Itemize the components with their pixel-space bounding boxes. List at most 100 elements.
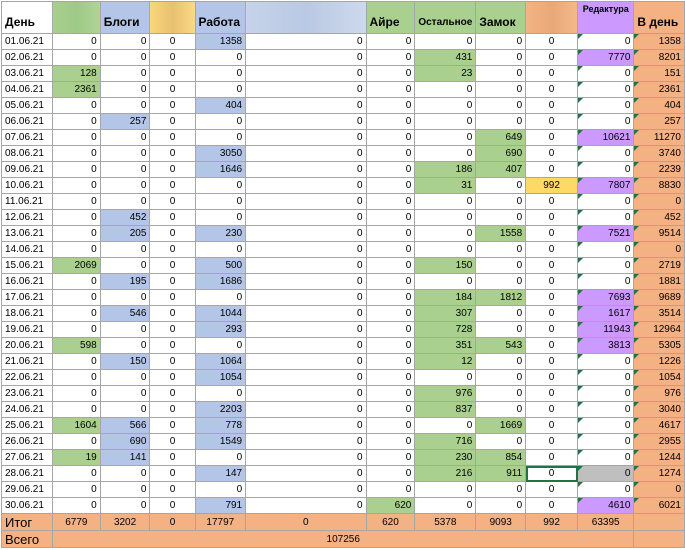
- value-cell[interactable]: 0: [52, 289, 101, 306]
- date-cell[interactable]: 28.06.21: [0, 465, 54, 482]
- date-cell[interactable]: 24.06.21: [0, 401, 54, 418]
- value-cell[interactable]: 0: [52, 49, 101, 66]
- value-cell[interactable]: 0: [52, 161, 101, 178]
- value-cell[interactable]: 0: [365, 65, 416, 82]
- value-cell[interactable]: 0: [365, 465, 416, 482]
- value-cell[interactable]: 0: [194, 129, 247, 146]
- value-cell[interactable]: 0: [245, 321, 367, 338]
- value-cell[interactable]: 0: [245, 273, 367, 290]
- date-cell[interactable]: 22.06.21: [0, 369, 54, 386]
- value-cell[interactable]: 11270: [633, 129, 685, 146]
- value-cell[interactable]: 0: [52, 97, 101, 114]
- value-cell[interactable]: 0: [52, 113, 101, 130]
- value-cell[interactable]: 3740: [633, 145, 685, 162]
- value-cell[interactable]: 0: [475, 273, 527, 290]
- value-cell[interactable]: 0: [52, 225, 101, 242]
- total-cell[interactable]: 17797: [194, 513, 247, 531]
- value-cell[interactable]: 2361: [633, 81, 685, 98]
- value-cell[interactable]: 0: [245, 257, 367, 274]
- value-cell[interactable]: 0: [365, 129, 416, 146]
- value-cell[interactable]: 3514: [633, 305, 685, 322]
- value-cell[interactable]: 0: [365, 433, 416, 450]
- value-cell[interactable]: 690: [475, 145, 527, 162]
- value-cell[interactable]: 0: [577, 385, 635, 402]
- value-cell[interactable]: 0: [525, 465, 579, 482]
- value-cell[interactable]: 0: [99, 385, 151, 402]
- value-cell[interactable]: 1558: [475, 225, 527, 242]
- value-cell[interactable]: 0: [245, 289, 367, 306]
- value-cell[interactable]: 0: [525, 449, 579, 466]
- value-cell[interactable]: 404: [633, 97, 685, 114]
- value-cell[interactable]: 0: [365, 225, 416, 242]
- value-cell[interactable]: 3813: [577, 337, 635, 354]
- value-cell[interactable]: 0: [525, 113, 579, 130]
- value-cell[interactable]: 0: [365, 481, 416, 498]
- value-cell[interactable]: 0: [52, 497, 101, 514]
- value-cell[interactable]: 0: [525, 129, 579, 146]
- value-cell[interactable]: 0: [99, 241, 151, 258]
- value-cell[interactable]: 0: [577, 449, 635, 466]
- value-cell[interactable]: 0: [365, 49, 416, 66]
- value-cell[interactable]: 0: [577, 417, 635, 434]
- value-cell[interactable]: 0: [577, 65, 635, 82]
- value-cell[interactable]: 0: [99, 193, 151, 210]
- value-cell[interactable]: 0: [365, 97, 416, 114]
- header-blurred-2[interactable]: [149, 1, 196, 34]
- value-cell[interactable]: 0: [149, 241, 196, 258]
- value-cell[interactable]: 1646: [194, 161, 247, 178]
- value-cell[interactable]: 0: [52, 145, 101, 162]
- value-cell[interactable]: 0: [525, 289, 579, 306]
- value-cell[interactable]: 0: [525, 65, 579, 82]
- value-cell[interactable]: 351: [414, 337, 477, 354]
- grand-total-label[interactable]: Всего: [0, 530, 54, 548]
- value-cell[interactable]: 0: [414, 193, 477, 210]
- value-cell[interactable]: 147: [194, 465, 247, 482]
- value-cell[interactable]: 0: [525, 225, 579, 242]
- date-cell[interactable]: 15.06.21: [0, 257, 54, 274]
- value-cell[interactable]: 2955: [633, 433, 685, 450]
- value-cell[interactable]: 0: [525, 433, 579, 450]
- value-cell[interactable]: 12964: [633, 321, 685, 338]
- value-cell[interactable]: 0: [52, 385, 101, 402]
- grand-total-empty[interactable]: [633, 530, 685, 548]
- value-cell[interactable]: 7521: [577, 225, 635, 242]
- value-cell[interactable]: 23: [414, 65, 477, 82]
- value-cell[interactable]: 230: [414, 449, 477, 466]
- value-cell[interactable]: 2239: [633, 161, 685, 178]
- value-cell[interactable]: 0: [99, 177, 151, 194]
- value-cell[interactable]: 0: [577, 257, 635, 274]
- value-cell[interactable]: 0: [365, 417, 416, 434]
- value-cell[interactable]: 150: [414, 257, 477, 274]
- total-cell[interactable]: 0: [149, 513, 196, 531]
- value-cell[interactable]: 1226: [633, 353, 685, 370]
- value-cell[interactable]: 1244: [633, 449, 685, 466]
- value-cell[interactable]: 7807: [577, 177, 635, 194]
- value-cell[interactable]: 0: [525, 369, 579, 386]
- date-cell[interactable]: 14.06.21: [0, 241, 54, 258]
- value-cell[interactable]: 0: [414, 225, 477, 242]
- value-cell[interactable]: 307: [414, 305, 477, 322]
- value-cell[interactable]: 150: [99, 353, 151, 370]
- value-cell[interactable]: 11943: [577, 321, 635, 338]
- header-blurred-3[interactable]: [245, 1, 367, 34]
- value-cell[interactable]: 0: [365, 161, 416, 178]
- value-cell[interactable]: 0: [99, 257, 151, 274]
- value-cell[interactable]: 0: [52, 33, 101, 50]
- value-cell[interactable]: 0: [365, 385, 416, 402]
- value-cell[interactable]: 0: [245, 465, 367, 482]
- value-cell[interactable]: 3040: [633, 401, 685, 418]
- value-cell[interactable]: 0: [149, 81, 196, 98]
- value-cell[interactable]: 0: [99, 81, 151, 98]
- date-cell[interactable]: 16.06.21: [0, 273, 54, 290]
- grand-total-value[interactable]: 107256: [52, 530, 635, 548]
- value-cell[interactable]: 0: [525, 417, 579, 434]
- value-cell[interactable]: 1617: [577, 305, 635, 322]
- value-cell[interactable]: 0: [365, 289, 416, 306]
- value-cell[interactable]: 0: [52, 273, 101, 290]
- value-cell[interactable]: 500: [194, 257, 247, 274]
- value-cell[interactable]: 0: [99, 145, 151, 162]
- value-cell[interactable]: 0: [365, 113, 416, 130]
- value-cell[interactable]: 0: [577, 193, 635, 210]
- value-cell[interactable]: 0: [245, 353, 367, 370]
- value-cell[interactable]: 566: [99, 417, 151, 434]
